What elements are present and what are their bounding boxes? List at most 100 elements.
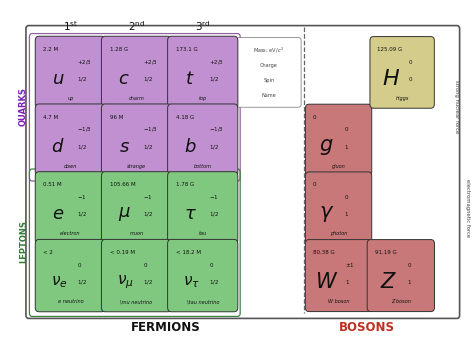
Text: $1/2$: $1/2$ (209, 278, 219, 286)
Text: 1.28 G: 1.28 G (109, 47, 128, 52)
Text: W boson: W boson (328, 299, 350, 304)
Text: electromagnetic force: electromagnetic force (465, 179, 470, 237)
Text: 4.18 G: 4.18 G (176, 115, 194, 120)
Text: down: down (64, 164, 77, 169)
Text: $0$: $0$ (143, 261, 148, 269)
Text: $H$: $H$ (382, 68, 400, 90)
Text: up: up (67, 96, 73, 101)
Text: < 18.2 M: < 18.2 M (176, 250, 201, 255)
Text: $1$: $1$ (407, 278, 412, 286)
Text: Spin: Spin (263, 78, 274, 83)
Text: Z boson: Z boson (391, 299, 411, 304)
Text: 0: 0 (313, 115, 317, 120)
Text: $d$: $d$ (51, 137, 64, 155)
Text: 173.1 G: 173.1 G (176, 47, 198, 52)
FancyBboxPatch shape (305, 104, 372, 176)
Text: $t$: $t$ (185, 70, 195, 88)
Text: < 2: < 2 (44, 250, 53, 255)
Text: $1/2$: $1/2$ (143, 278, 153, 286)
Text: 125.09 G: 125.09 G (377, 47, 403, 52)
Text: $-1$: $-1$ (209, 193, 219, 201)
Text: $1/2$: $1/2$ (143, 143, 153, 151)
Text: $\pm1$: $\pm1$ (345, 261, 355, 269)
Text: $0$: $0$ (408, 75, 413, 83)
FancyBboxPatch shape (101, 172, 172, 244)
Text: $1/2$: $1/2$ (209, 75, 219, 83)
Text: photon: photon (330, 231, 347, 237)
Text: higgs: higgs (395, 96, 409, 101)
Text: 80.38 G: 80.38 G (313, 250, 335, 255)
Text: 0: 0 (313, 182, 317, 188)
Text: 2$^{\rm nd}$: 2$^{\rm nd}$ (128, 20, 145, 34)
Text: 3$^{\rm rd}$: 3$^{\rm rd}$ (195, 20, 210, 34)
FancyBboxPatch shape (35, 239, 106, 312)
Text: tau: tau (199, 231, 207, 237)
FancyBboxPatch shape (101, 104, 172, 176)
Text: $-1/3$: $-1/3$ (209, 125, 224, 133)
Text: 1.78 G: 1.78 G (176, 182, 194, 188)
Text: 0.51 M: 0.51 M (44, 182, 62, 188)
Text: BOSONS: BOSONS (339, 321, 395, 334)
Text: 91.19 G: 91.19 G (375, 250, 397, 255)
FancyBboxPatch shape (168, 239, 238, 312)
Text: $0$: $0$ (408, 57, 413, 66)
Text: $-1$: $-1$ (143, 193, 153, 201)
Text: e neutrino: e neutrino (57, 299, 83, 304)
Text: $1/2$: $1/2$ (209, 143, 219, 151)
FancyBboxPatch shape (35, 172, 106, 244)
Text: $0$: $0$ (209, 261, 214, 269)
Text: $u$: $u$ (52, 70, 64, 88)
Text: $s$: $s$ (118, 137, 129, 155)
FancyBboxPatch shape (305, 172, 372, 244)
Text: $+2/3$: $+2/3$ (209, 57, 224, 66)
Text: muon: muon (129, 231, 144, 237)
FancyBboxPatch shape (101, 239, 172, 312)
Text: $1$: $1$ (345, 143, 349, 151)
Text: electron: electron (60, 231, 81, 237)
FancyBboxPatch shape (101, 36, 172, 109)
Text: Name: Name (262, 93, 276, 99)
Text: strong nuclear force: strong nuclear force (454, 80, 459, 133)
FancyBboxPatch shape (370, 37, 434, 108)
Text: $0$: $0$ (407, 261, 412, 269)
Text: FERMIONS: FERMIONS (130, 321, 200, 334)
Text: $\tau$: $\tau$ (184, 205, 197, 223)
FancyBboxPatch shape (35, 36, 106, 109)
Text: 4.7 M: 4.7 M (44, 115, 58, 120)
Text: \mu neutrino: \mu neutrino (120, 299, 153, 304)
Text: charm: charm (128, 96, 145, 101)
Text: $1/2$: $1/2$ (209, 210, 219, 218)
Text: $+2/3$: $+2/3$ (143, 57, 158, 66)
FancyBboxPatch shape (168, 104, 238, 176)
Text: \tau neutrino: \tau neutrino (187, 299, 219, 304)
Text: gluon: gluon (332, 164, 346, 169)
Text: $c$: $c$ (118, 70, 130, 88)
Text: $1/2$: $1/2$ (77, 278, 87, 286)
FancyBboxPatch shape (168, 172, 238, 244)
Text: 96 M: 96 M (109, 115, 123, 120)
Text: $0$: $0$ (77, 261, 82, 269)
Text: $\nu_{\mu}$: $\nu_{\mu}$ (117, 273, 134, 291)
FancyBboxPatch shape (367, 239, 435, 312)
Text: $1$: $1$ (345, 210, 349, 218)
Text: < 0.19 M: < 0.19 M (109, 250, 135, 255)
Text: $g$: $g$ (319, 137, 334, 156)
Text: $1/2$: $1/2$ (77, 210, 87, 218)
Text: $Z$: $Z$ (380, 272, 397, 292)
Text: Mass: eV/$c^2$: Mass: eV/$c^2$ (254, 45, 284, 55)
Text: $b$: $b$ (184, 137, 196, 155)
FancyBboxPatch shape (35, 104, 106, 176)
Text: $e$: $e$ (52, 205, 64, 223)
Text: top: top (199, 96, 207, 101)
Text: $\gamma$: $\gamma$ (319, 204, 334, 224)
Text: $0$: $0$ (345, 193, 350, 201)
Text: $W$: $W$ (315, 272, 338, 292)
Text: QUARKS: QUARKS (19, 87, 28, 126)
Text: $\nu_{\tau}$: $\nu_{\tau}$ (183, 274, 200, 290)
Text: $-1$: $-1$ (77, 193, 86, 201)
FancyBboxPatch shape (305, 239, 373, 312)
Text: $-1/3$: $-1/3$ (77, 125, 91, 133)
Text: $1$: $1$ (345, 278, 350, 286)
Text: $1/2$: $1/2$ (143, 75, 153, 83)
Text: $0$: $0$ (345, 125, 350, 133)
